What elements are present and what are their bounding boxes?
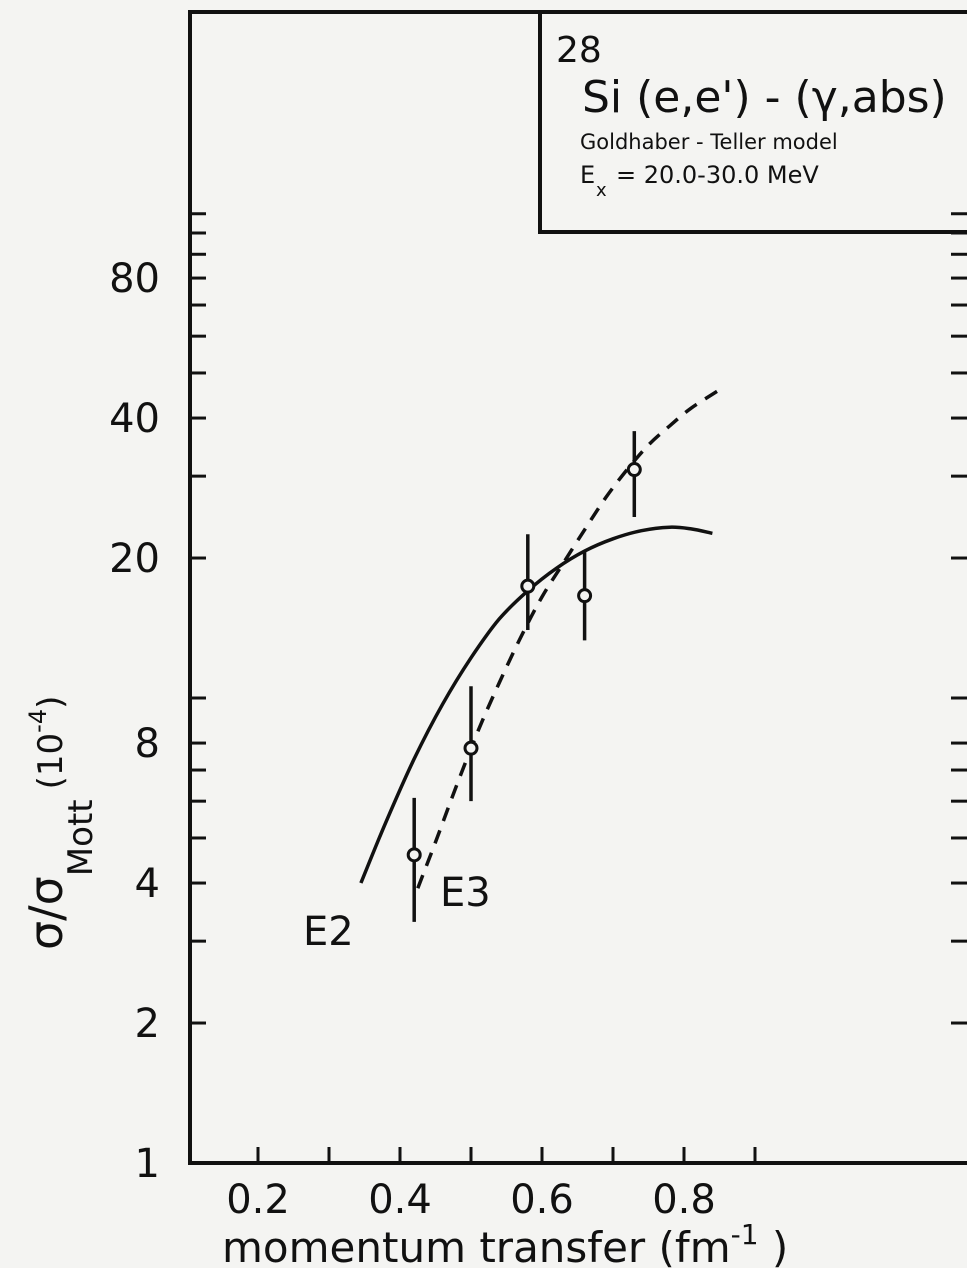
y-tick-label: 20 [109, 536, 160, 582]
x-axis-title-main: momentum transfer (fm [222, 1223, 731, 1268]
x-tick-label: 0.4 [368, 1177, 432, 1223]
y-tick-label: 4 [135, 861, 160, 907]
curve-e3 [416, 388, 721, 889]
mass-number: 28 [556, 30, 602, 71]
y-axis-title-close: ) [31, 696, 71, 709]
data-point [626, 462, 642, 478]
ex-subscript: x [596, 180, 607, 201]
y-axis-title-units: (10 [31, 733, 71, 790]
y-tick-label: 1 [135, 1141, 160, 1187]
y-axis-title-sup: -4 [24, 709, 52, 733]
x-axis-title-sup: -1 [731, 1218, 759, 1251]
y-tick-label: 40 [109, 396, 160, 442]
data-point [406, 847, 422, 863]
reaction-label: Si (e,e') - (γ,abs) [582, 72, 947, 123]
data-points [406, 431, 642, 922]
axis-ticks: 0.2 0.4 0.6 0.8 1 2 4 8 20 40 80 [109, 212, 967, 1223]
x-tick-label: 0.8 [652, 1177, 716, 1223]
data-point [520, 578, 536, 594]
plot-frame [188, 10, 967, 1165]
x-tick-label: 0.2 [226, 1177, 290, 1223]
x-axis-title-close: ) [759, 1223, 789, 1268]
data-point [463, 740, 479, 756]
data-point [577, 588, 593, 604]
y-tick-label: 2 [135, 1001, 160, 1047]
curve-label-e3: E3 [440, 870, 491, 916]
theory-curves [359, 388, 721, 889]
curve-e2 [359, 525, 713, 884]
ex-value: = 20.0-30.0 MeV [616, 161, 819, 189]
curve-label-e2: E2 [303, 909, 354, 955]
ex-label: E [580, 161, 595, 189]
y-tick-label: 80 [109, 256, 160, 302]
y-axis-title: σ/σMott (10-4) [19, 696, 101, 950]
info-box: 28 Si (e,e') - (γ,abs) Goldhaber - Telle… [538, 12, 967, 234]
y-axis-title-sub: Mott [61, 799, 101, 876]
x-axis-title: momentum transfer (fm-1 ) [222, 1218, 788, 1268]
y-axis-title-main: σ/σ [19, 876, 73, 950]
x-tick-label: 0.6 [510, 1177, 574, 1223]
y-tick-label: 8 [135, 721, 160, 767]
info-box-frame [538, 12, 967, 234]
model-label: Goldhaber - Teller model [580, 130, 838, 154]
